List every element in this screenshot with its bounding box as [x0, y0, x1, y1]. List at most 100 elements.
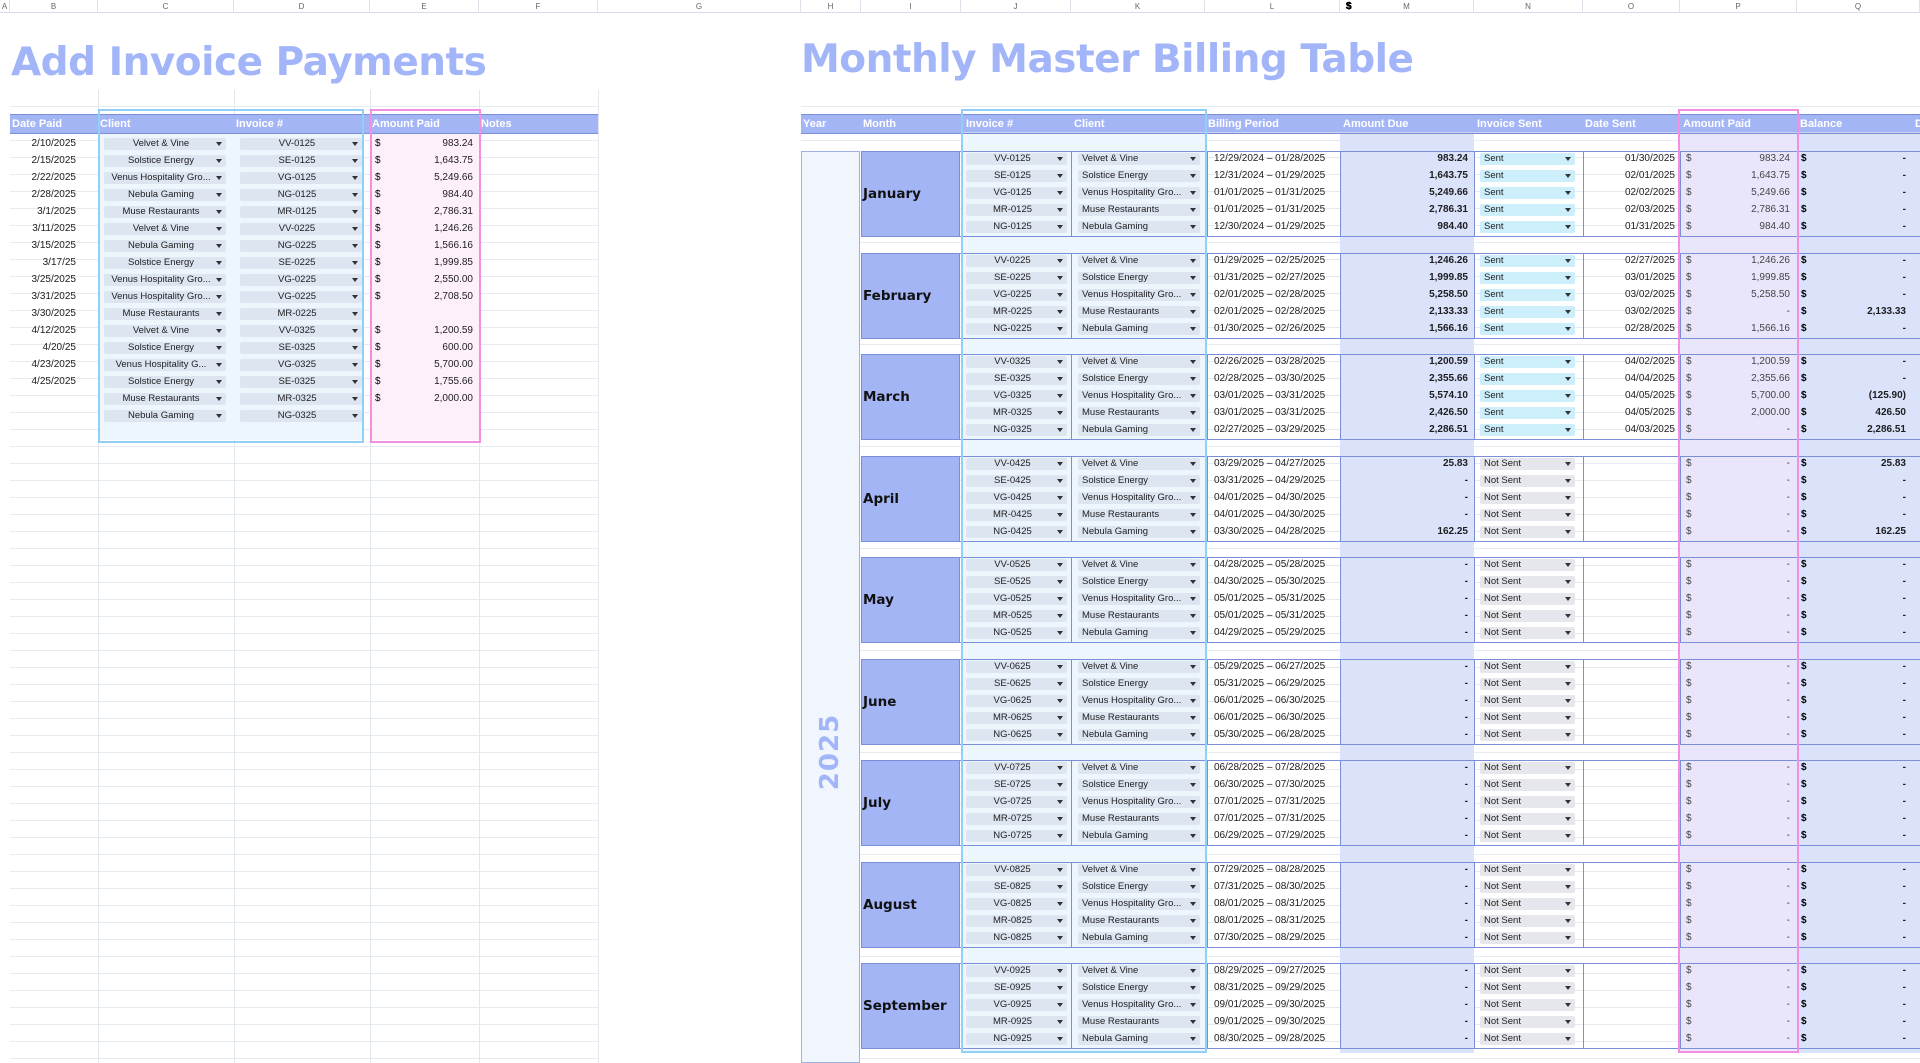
date-sent-cell[interactable]: 01/31/2025 — [1624, 221, 1675, 232]
invoice-number-dropdown[interactable]: VG-0325 — [966, 390, 1067, 402]
invoice-sent-dropdown[interactable]: Not Sent — [1480, 559, 1575, 571]
date-sent-cell[interactable]: 04/03/2025 — [1624, 424, 1675, 435]
invoice-sent-dropdown[interactable]: Not Sent — [1480, 695, 1575, 707]
invoice-number-dropdown[interactable]: NG-0825 — [966, 932, 1067, 944]
invoice-number-dropdown[interactable]: VV-0225 — [966, 255, 1067, 267]
client-dropdown[interactable]: Solstice Energy — [104, 257, 226, 269]
invoice-sent-dropdown[interactable]: Not Sent — [1480, 762, 1575, 774]
invoice-sent-dropdown[interactable]: Sent — [1480, 170, 1575, 182]
client-dropdown[interactable]: Velvet & Vine — [1078, 661, 1200, 673]
invoice-number-dropdown[interactable]: SE-0125 — [966, 170, 1067, 182]
client-dropdown[interactable]: Nebula Gaming — [1078, 729, 1200, 741]
client-dropdown[interactable]: Muse Restaurants — [104, 393, 226, 405]
date-paid-cell[interactable]: 3/11/2025 — [32, 223, 76, 234]
invoice-number-dropdown[interactable]: NG-0525 — [966, 627, 1067, 639]
amount-paid-cell[interactable]: 1,200.59 — [434, 325, 473, 336]
invoice-sent-dropdown[interactable]: Not Sent — [1480, 610, 1575, 622]
invoice-sent-dropdown[interactable]: Not Sent — [1480, 509, 1575, 521]
client-dropdown[interactable]: Muse Restaurants — [1078, 712, 1200, 724]
date-sent-cell[interactable]: 04/05/2025 — [1624, 407, 1675, 418]
invoice-number-dropdown[interactable]: VG-0825 — [966, 898, 1067, 910]
invoice-number-dropdown[interactable]: SE-0525 — [966, 576, 1067, 588]
date-paid-cell[interactable]: 2/28/2025 — [31, 189, 77, 200]
client-dropdown[interactable]: Nebula Gaming — [1078, 1033, 1200, 1045]
client-dropdown[interactable]: Venus Hospitality Gro... — [104, 274, 226, 286]
invoice-sent-dropdown[interactable]: Not Sent — [1480, 627, 1575, 639]
client-dropdown[interactable]: Venus Hospitality Gro... — [1078, 390, 1200, 402]
amount-paid-cell[interactable]: 2,550.00 — [434, 274, 473, 285]
client-dropdown[interactable]: Solstice Energy — [1078, 678, 1200, 690]
amount-paid-cell[interactable]: 2,786.31 — [434, 206, 473, 217]
client-dropdown[interactable]: Venus Hospitality Gro... — [1078, 695, 1200, 707]
client-dropdown[interactable]: Velvet & Vine — [1078, 864, 1200, 876]
client-dropdown[interactable]: Velvet & Vine — [1078, 965, 1200, 977]
invoice-sent-dropdown[interactable]: Not Sent — [1480, 796, 1575, 808]
date-paid-cell[interactable]: 2/10/2025 — [31, 138, 77, 149]
client-dropdown[interactable]: Solstice Energy — [1078, 475, 1200, 487]
client-dropdown[interactable]: Velvet & Vine — [1078, 255, 1200, 267]
invoice-number-dropdown[interactable]: VG-0925 — [966, 999, 1067, 1011]
amount-paid-cell[interactable]: 5,249.66 — [434, 172, 473, 183]
date-paid-cell[interactable]: 3/1/2025 — [37, 206, 76, 217]
invoice-sent-dropdown[interactable]: Not Sent — [1480, 830, 1575, 842]
invoice-number-dropdown[interactable]: VG-0225 — [966, 289, 1067, 301]
date-sent-cell[interactable]: 04/02/2025 — [1624, 356, 1675, 367]
invoice-number-dropdown[interactable]: SE-0225 — [966, 272, 1067, 284]
client-dropdown[interactable]: Nebula Gaming — [104, 189, 226, 201]
invoice-dropdown[interactable]: VG-0125 — [240, 172, 362, 184]
invoice-sent-dropdown[interactable]: Sent — [1480, 272, 1575, 284]
invoice-dropdown[interactable]: NG-0325 — [240, 410, 362, 422]
date-sent-cell[interactable]: 04/05/2025 — [1624, 390, 1675, 401]
invoice-dropdown[interactable]: NG-0125 — [240, 189, 362, 201]
invoice-number-dropdown[interactable]: MR-0625 — [966, 712, 1067, 724]
invoice-sent-dropdown[interactable]: Not Sent — [1480, 915, 1575, 927]
invoice-sent-dropdown[interactable]: Sent — [1480, 204, 1575, 216]
invoice-number-dropdown[interactable]: NG-0125 — [966, 221, 1067, 233]
client-dropdown[interactable]: Nebula Gaming — [1078, 932, 1200, 944]
date-paid-cell[interactable]: 2/22/2025 — [31, 172, 77, 183]
client-dropdown[interactable]: Nebula Gaming — [1078, 424, 1200, 436]
invoice-sent-dropdown[interactable]: Not Sent — [1480, 932, 1575, 944]
invoice-sent-dropdown[interactable]: Not Sent — [1480, 1033, 1575, 1045]
invoice-number-dropdown[interactable]: MR-0525 — [966, 610, 1067, 622]
client-dropdown[interactable]: Velvet & Vine — [104, 325, 226, 337]
date-sent-cell[interactable]: 01/30/2025 — [1624, 153, 1675, 164]
invoice-number-dropdown[interactable]: NG-0725 — [966, 830, 1067, 842]
date-sent-cell[interactable]: 03/01/2025 — [1624, 272, 1675, 283]
invoice-dropdown[interactable]: VV-0125 — [240, 138, 362, 150]
invoice-dropdown[interactable]: SE-0225 — [240, 257, 362, 269]
client-dropdown[interactable]: Solstice Energy — [1078, 779, 1200, 791]
client-dropdown[interactable]: Solstice Energy — [104, 376, 226, 388]
date-paid-cell[interactable]: 4/23/2025 — [31, 359, 77, 370]
date-paid-cell[interactable]: 2/15/2025 — [31, 155, 77, 166]
client-dropdown[interactable]: Velvet & Vine — [104, 223, 226, 235]
date-sent-cell[interactable]: 02/02/2025 — [1624, 187, 1675, 198]
client-dropdown[interactable]: Velvet & Vine — [1078, 458, 1200, 470]
amount-paid-cell[interactable]: 600.00 — [442, 342, 473, 353]
client-dropdown[interactable]: Solstice Energy — [104, 155, 226, 167]
date-sent-cell[interactable]: 03/02/2025 — [1624, 289, 1675, 300]
client-dropdown[interactable]: Solstice Energy — [1078, 982, 1200, 994]
invoice-number-dropdown[interactable]: VV-0425 — [966, 458, 1067, 470]
date-paid-cell[interactable]: 3/31/2025 — [31, 291, 77, 302]
date-sent-cell[interactable]: 02/03/2025 — [1624, 204, 1675, 215]
invoice-dropdown[interactable]: MR-0225 — [240, 308, 362, 320]
amount-paid-cell[interactable]: 1,566.16 — [434, 240, 473, 251]
invoice-dropdown[interactable]: VG-0225 — [240, 291, 362, 303]
client-dropdown[interactable]: Venus Hospitality Gro... — [1078, 492, 1200, 504]
amount-paid-cell[interactable]: 1,643.75 — [434, 155, 473, 166]
invoice-number-dropdown[interactable]: MR-0125 — [966, 204, 1067, 216]
client-dropdown[interactable]: Venus Hospitality G... — [104, 359, 226, 371]
invoice-number-dropdown[interactable]: SE-0725 — [966, 779, 1067, 791]
invoice-number-dropdown[interactable]: VV-0525 — [966, 559, 1067, 571]
invoice-number-dropdown[interactable]: MR-0425 — [966, 509, 1067, 521]
invoice-number-dropdown[interactable]: MR-0925 — [966, 1016, 1067, 1028]
invoice-number-dropdown[interactable]: VG-0425 — [966, 492, 1067, 504]
invoice-number-dropdown[interactable]: VV-0725 — [966, 762, 1067, 774]
client-dropdown[interactable]: Solstice Energy — [1078, 373, 1200, 385]
client-dropdown[interactable]: Solstice Energy — [1078, 881, 1200, 893]
client-dropdown[interactable]: Venus Hospitality Gro... — [104, 291, 226, 303]
client-dropdown[interactable]: Venus Hospitality Gro... — [1078, 796, 1200, 808]
client-dropdown[interactable]: Solstice Energy — [1078, 170, 1200, 182]
invoice-sent-dropdown[interactable]: Sent — [1480, 221, 1575, 233]
